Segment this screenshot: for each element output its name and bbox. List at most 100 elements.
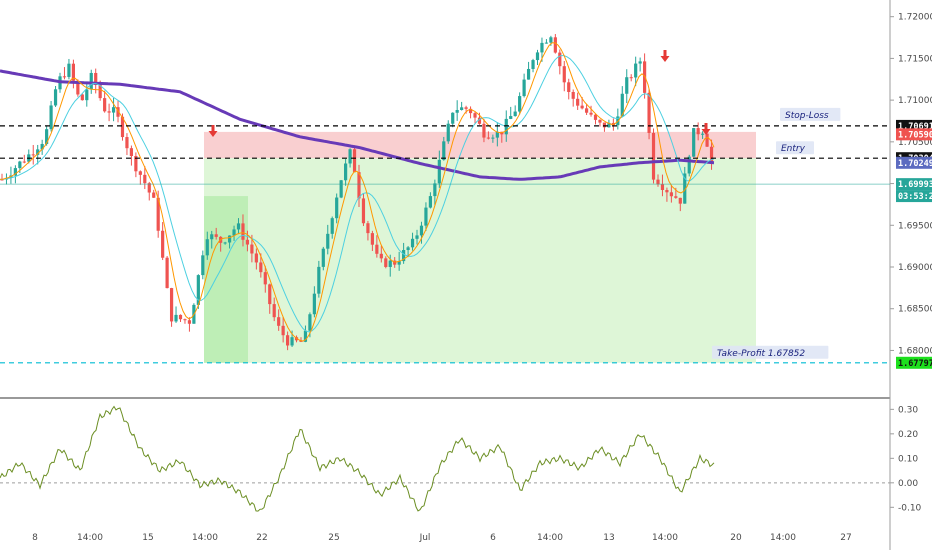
candle-body [393,260,397,265]
candle-body [120,116,125,138]
candle-body [428,196,432,208]
candle-body [18,161,22,169]
time-tick-label: 14:00 [77,533,103,543]
candle-body [477,117,482,124]
candle-body [580,105,584,109]
candle-body [45,129,49,144]
candle-body [660,184,665,190]
candle-body [674,196,678,198]
candle-body [40,143,44,150]
price-tag-0-bg [896,128,932,141]
candle-body [607,122,611,128]
candle-body [22,161,26,163]
candle-body [692,128,696,157]
candle-body [701,133,705,135]
candle-body [223,242,227,244]
candle-body [379,253,383,259]
signal-arrows [208,50,711,137]
candle-body [129,148,134,157]
time-tick-label: 6 [490,533,496,543]
candle-body [312,293,316,315]
candle-body [210,234,214,240]
candle-body [134,156,138,172]
candle-body [683,173,687,204]
candle-body [326,233,330,249]
oscillator-tick-label: 0.10 [898,454,918,464]
candle-body [620,93,624,117]
price-tick-label: 1.69000 [898,263,932,273]
candle-body [593,114,598,120]
stop-loss-label-bg [780,107,841,121]
stop-loss-label: Stop-Loss [785,111,829,121]
trade-levels: Stop-Loss Entry Take-Profit 1.67852 [0,107,890,364]
candle-body [531,60,535,69]
candle-body [473,113,477,118]
take-profit-price-tag: 1.67797 [898,359,932,369]
candle-body [80,94,84,101]
candle-body [589,112,593,115]
candle-body [678,197,682,204]
candle-body [384,258,388,267]
candle-body [263,272,267,285]
candle-body [53,89,58,106]
candle-body [522,79,526,97]
time-tick-label: 14:00 [192,533,218,543]
candle-body [227,235,232,243]
candle-body [696,128,700,135]
candle-body [424,207,428,226]
time-tick-label: 27 [840,533,851,543]
time-tick-label: 13 [603,533,614,543]
candle-body [634,63,638,78]
moving-averages [0,42,715,342]
candle-body [107,111,111,113]
candle-body [442,141,446,160]
candle-body [330,218,334,234]
candle-body [76,80,80,95]
time-tick-label: 22 [256,533,267,543]
candle-body [245,239,250,245]
time-tick-label: 14:00 [537,533,563,543]
candle-body [344,163,348,181]
candle-body [272,304,276,318]
candle-body [357,172,361,199]
candle-body [268,284,272,305]
candle-body [651,132,656,180]
price-tag-1: 1.70249 [898,159,932,169]
candle-body [370,233,374,245]
price-tick-label: 1.70500 [898,138,932,148]
price-tag-3: 03:53:23 [898,192,932,202]
candle-body [549,37,553,43]
candle-body [482,123,486,138]
candle-body [161,230,165,258]
candle-body [352,149,357,173]
candle-body [31,154,35,156]
candle-body [535,52,540,61]
oscillator-tick-label: -0.10 [898,503,922,513]
candle-body [317,266,321,294]
oscillator-line [0,405,715,512]
candle-body [335,197,339,219]
candle-body [125,137,129,149]
candle-body [562,66,566,83]
candle-body [638,61,642,64]
price-tag-1-bg [896,156,932,169]
slow-moving-average-line [0,69,715,181]
candle-body [143,174,147,184]
candle-body [183,319,187,321]
candle-body [0,179,4,181]
candle-body [201,255,205,276]
oscillator-tick-label: 0.20 [898,430,918,440]
candle-body [468,108,473,114]
candle-body [455,110,459,113]
candle-body [576,98,580,106]
candle-body [62,76,67,78]
candle-body [98,85,102,99]
time-tick-label: 25 [328,533,339,543]
candle-body [259,262,263,273]
candle-body [625,77,629,94]
candle-body [513,111,517,117]
candle-body [67,63,71,77]
take-profit-label: Take-Profit 1.67852 [717,349,805,359]
candle-body [451,112,455,124]
